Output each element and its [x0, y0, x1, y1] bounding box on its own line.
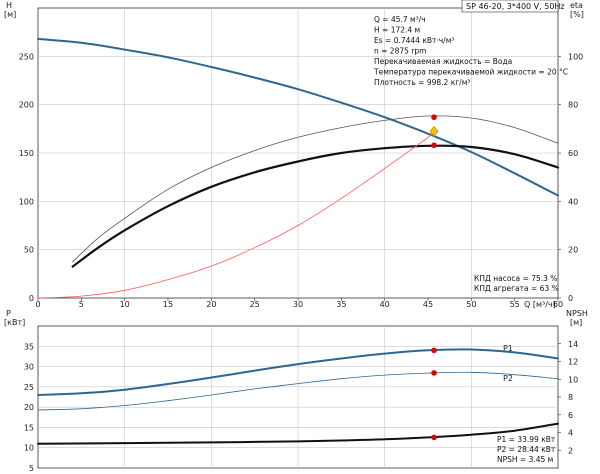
y-left-tick-label: 50 [24, 246, 34, 255]
y-right-tick-label: 0 [568, 294, 573, 303]
pump-efficiency-duty-point [431, 114, 437, 121]
x-tick-label: 25 [250, 300, 260, 309]
top-grid [38, 8, 558, 298]
y-left-tick-label: 15 [24, 423, 34, 432]
y-left-tick-label: 200 [19, 101, 34, 110]
info-line-liquid: Перекачиваемая жидкость = Вода [374, 57, 512, 66]
y-left-tick-label: 25 [24, 383, 34, 392]
p2-duty-point [431, 370, 437, 376]
npsh-axis-label-line2: [м] [570, 318, 582, 327]
top-panel: 0 50 100 150 200 250 0 20 40 60 80 100 0 5 10 15 20 25 30 3… [4, 0, 584, 309]
system-curve [37, 130, 438, 299]
p1-duty-point [431, 347, 437, 354]
y-left-tick-label: 250 [19, 52, 34, 61]
info-line-temperature: Температура перекачиваемой жидкости = 20… [373, 68, 568, 77]
p1-power-curve [37, 348, 559, 396]
head-curve [37, 37, 559, 197]
info-line-flow: Q = 45.7 м³/ч [374, 15, 426, 24]
p2-series-label: P2 [503, 374, 513, 383]
pump-efficiency-curve [72, 115, 559, 263]
title-box [461, 0, 559, 13]
npsh-curve [37, 422, 559, 445]
x-tick-label: 60 [553, 300, 563, 309]
y-right-tick-label: 80 [568, 101, 578, 110]
unit-efficiency-duty-point [431, 142, 437, 149]
chart-title: SP 46-20, 3*400 V, 50Hz [466, 2, 565, 11]
x-tick-label: 40 [380, 300, 390, 309]
y-right-label-line1: eta [570, 1, 583, 10]
p-axis-label-line2: [кВт] [4, 318, 25, 327]
npsh-readout: NPSH = 3.45 м [497, 455, 553, 464]
top-markers [429, 114, 439, 149]
x-tick-label: 5 [79, 300, 84, 309]
x-tick-label: 10 [120, 300, 130, 309]
x-tick-label: 0 [35, 300, 40, 309]
y-right-tick-label: 14 [568, 340, 578, 349]
efficiency-block: КПД насоса = 75.3 % КПД агрегата = 63 % [474, 274, 559, 293]
y-left-tick-label: 100 [19, 197, 34, 206]
unit-efficiency-text: КПД агрегата = 63 % [474, 284, 559, 293]
y-right-tick-label: 12 [568, 358, 578, 367]
y-right-tick-label: 20 [568, 246, 578, 255]
y-left-tick-label: 30 [24, 363, 34, 372]
top-ticks: 0 50 100 150 200 250 0 20 40 60 80 100 0 5 10 15 20 25 30 3… [19, 52, 584, 309]
power-readout-block: P1 = 33.99 кВт P2 = 28.44 кВт NPSH = 3.4… [497, 435, 556, 464]
p-axis-label-line1: P [6, 309, 11, 318]
x-tick-label: 15 [163, 300, 173, 309]
p2-power-curve [37, 371, 559, 411]
y-right-tick-label: 2 [568, 446, 573, 455]
y-right-tick-label: 40 [568, 197, 578, 206]
x-axis-label: Q [м³/ч] [524, 300, 556, 309]
info-line-speed: n = 2875 rpm [374, 47, 426, 56]
bottom-panel: 5 10 15 20 25 30 35 2 4 6 8 10 12 14 P [кВт] NPSH [м]… [4, 309, 588, 473]
info-line-head: H = 172.4 м [374, 26, 420, 35]
y-left-tick-label: 0 [29, 294, 34, 303]
y-left-tick-label: 20 [24, 403, 34, 412]
p1-readout: P1 = 33.99 кВт [497, 435, 556, 444]
y-left-tick-label: 150 [19, 149, 34, 158]
info-block: Q = 45.7 м³/ч H = 172.4 м Es = 0.7444 кВ… [373, 15, 568, 87]
info-line-density: Плотность = 998.2 кг/м³ [374, 78, 470, 87]
bottom-grid [38, 326, 558, 468]
x-tick-label: 35 [336, 300, 346, 309]
y-left-tick-label: 35 [24, 342, 34, 351]
y-right-tick-label: 100 [568, 52, 583, 61]
npsh-axis-label-line1: NPSH [566, 309, 588, 318]
p1-series-label: P1 [503, 344, 513, 353]
y-right-tick-label: 4 [568, 429, 573, 438]
x-tick-label: 45 [423, 300, 433, 309]
x-tick-label: 20 [206, 300, 216, 309]
y-left-label-line2: [м] [4, 10, 16, 19]
bottom-markers [431, 347, 437, 441]
x-tick-label: 30 [293, 300, 303, 309]
y-right-tick-label: 60 [568, 149, 578, 158]
npsh-duty-point [431, 434, 437, 441]
x-tick-label: 50 [466, 300, 476, 309]
head-duty-point [429, 125, 439, 137]
y-right-label-line2: [%] [570, 10, 584, 19]
bottom-series [37, 348, 559, 445]
y-right-tick-label: 8 [568, 393, 573, 402]
y-left-label-line1: H [6, 1, 12, 10]
info-line-energy: Es = 0.7444 кВт·ч/м³ [374, 36, 454, 45]
unit-efficiency-curve [71, 144, 560, 268]
x-tick-label: 55 [510, 300, 520, 309]
y-left-tick-label: 5 [29, 464, 34, 473]
y-right-tick-label: 10 [568, 375, 578, 384]
p2-readout: P2 = 28.44 кВт [497, 445, 556, 454]
y-right-tick-label: 6 [568, 411, 573, 420]
y-left-tick-label: 10 [24, 444, 34, 453]
top-series [37, 37, 560, 299]
pump-efficiency-text: КПД насоса = 75.3 % [474, 274, 557, 283]
bottom-ticks: 5 10 15 20 25 30 35 2 4 6 8 10 12 14 [24, 340, 578, 473]
